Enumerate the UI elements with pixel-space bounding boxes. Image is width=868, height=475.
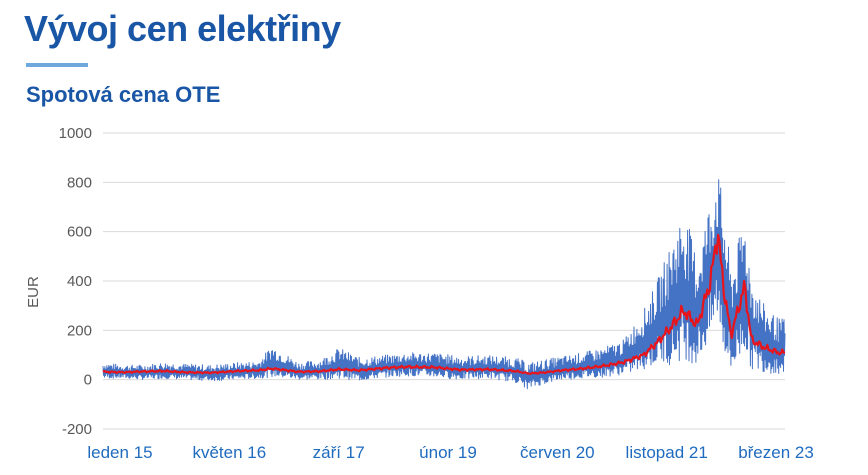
average-price-line <box>102 233 786 375</box>
x-tick-label: listopad 21 <box>626 443 708 462</box>
y-tick-label: 1000 <box>59 125 92 142</box>
x-tick-labels: leden 15 květen 16 září 17 únor 19 červen 20… <box>87 443 813 462</box>
y-tick-label: 400 <box>67 273 92 290</box>
x-tick-label: únor 19 <box>419 443 477 462</box>
average-price-series <box>102 233 786 375</box>
y-axis-title: EUR <box>25 276 42 308</box>
x-tick-label: leden 15 <box>87 443 152 462</box>
y-tick-label: 200 <box>67 322 92 339</box>
y-tick-labels: 1000 800 600 400 200 0 -200 <box>59 125 92 438</box>
y-tick-label: -200 <box>62 421 92 438</box>
chart-title: Spotová cena OTE <box>26 82 221 107</box>
y-tick-label: 600 <box>67 224 92 241</box>
y-tick-label: 0 <box>84 372 92 389</box>
daily-price-series <box>102 179 786 390</box>
page-title: Vývoj cen elektřiny <box>24 8 341 49</box>
y-tick-label: 800 <box>67 174 92 191</box>
x-tick-label: květen 16 <box>192 443 266 462</box>
x-tick-label: březen 23 <box>738 443 814 462</box>
daily-price-line <box>102 179 786 390</box>
x-tick-label: září 17 <box>313 443 365 462</box>
x-tick-label: červen 20 <box>520 443 595 462</box>
title-underline <box>26 63 88 67</box>
